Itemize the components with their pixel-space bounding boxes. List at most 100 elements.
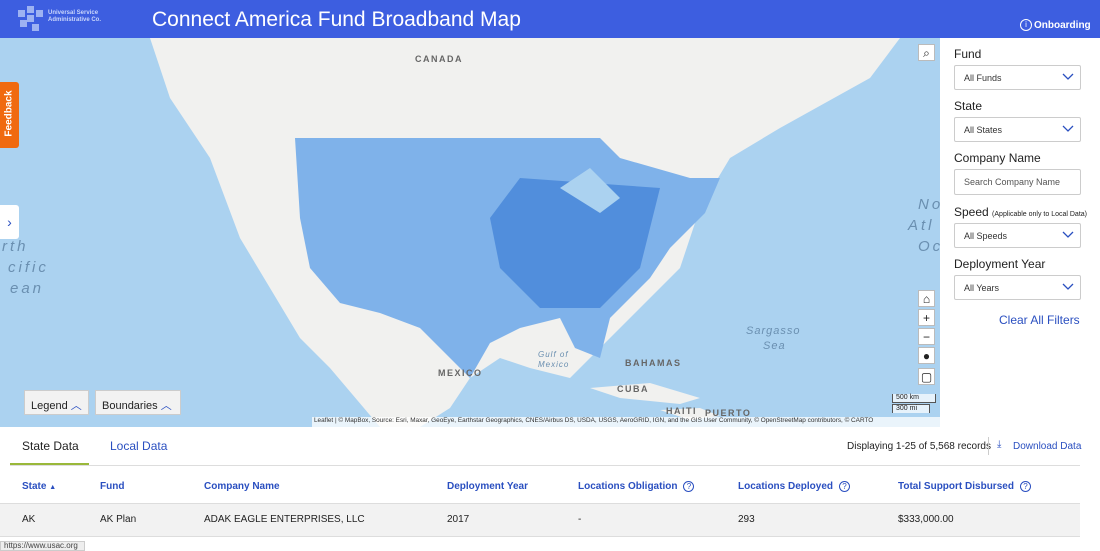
map-label: HAITI (666, 406, 697, 416)
tab[interactable]: State Data (22, 439, 79, 453)
fund-select[interactable]: All Funds (954, 65, 1081, 90)
column-header-text: Deployment Year (447, 481, 528, 492)
ocean-label: Oc (918, 238, 940, 255)
select-value: All Years (964, 283, 1000, 293)
column-header[interactable]: Locations Obligation? (578, 481, 695, 492)
table-cell: ADAK EAGLE ENTERPRISES, LLC (204, 514, 365, 525)
chevron (1062, 283, 1074, 290)
map-shapes (150, 38, 900, 427)
divider (988, 437, 989, 455)
table-cell: - (578, 514, 581, 525)
state-select[interactable]: All States (954, 117, 1081, 142)
sea-label: Sea (763, 340, 786, 352)
feedback-tab[interactable]: Feedback (0, 82, 19, 148)
home-button[interactable]: ⌂ (918, 290, 935, 307)
table-cell-text: 2017 (447, 514, 470, 525)
map-label: CUBA (617, 384, 649, 394)
sea-label: Sargasso (746, 325, 801, 337)
column-header[interactable]: Total Support Disbursed? (898, 481, 1031, 492)
boundaries-label: Boundaries (102, 400, 158, 412)
column-header-text: Company Name (204, 481, 280, 492)
table-cell-text: AK (22, 514, 36, 525)
chevron (1062, 125, 1074, 132)
year-select[interactable]: All Years (954, 275, 1081, 300)
logo-icon (18, 6, 43, 31)
scale-mi: 300 mi (892, 404, 930, 413)
download-link[interactable]: Download Data (1013, 441, 1082, 452)
header: Universal Service Administrative Co. Con… (0, 0, 1100, 38)
scale-km: 500 km (892, 394, 936, 403)
column-header-text: Locations Deployed (738, 481, 834, 492)
column-header-text: Locations Obligation (578, 481, 678, 492)
tab[interactable]: Local Data (110, 439, 168, 453)
ocean-label: No (918, 196, 940, 213)
table-row-bg (0, 503, 1080, 537)
column-header-text: Fund (100, 481, 125, 492)
chevron (1062, 231, 1074, 238)
table-cell-text: ADAK EAGLE ENTERPRISES, LLC (204, 514, 365, 525)
filter-label: Speed (Applicable only to Local Data) (954, 205, 1087, 219)
column-header[interactable]: Company Name (204, 481, 280, 492)
column-header-text: Total Support Disbursed (898, 481, 1014, 492)
ocean-label: rth (2, 238, 29, 255)
input-placeholder: Search Company Name (964, 177, 1061, 187)
column-header[interactable]: Fund (100, 481, 124, 492)
table-cell-text: 293 (738, 514, 755, 525)
app-title: Connect America Fund Broadband Map (152, 8, 521, 31)
status-url: https://www.usac.org (0, 541, 85, 551)
select-value: All States (964, 125, 1003, 135)
boundaries-button[interactable]: Boundaries ︿ (95, 390, 181, 415)
company-input[interactable]: Search Company Name (954, 169, 1081, 195)
legend-button[interactable]: Legend ︿ (24, 390, 89, 415)
info-icon: ? (839, 481, 851, 492)
onboarding-link[interactable]: Onboarding (1034, 20, 1091, 31)
filter-label: Company Name (954, 151, 1041, 165)
label-note: (Applicable only to Local Data) (992, 211, 1087, 218)
speed-select[interactable]: All Speeds (954, 223, 1081, 248)
table-cell-text: $333,000.00 (898, 514, 954, 525)
filter-label: Fund (954, 47, 982, 61)
locate-button[interactable]: ● (918, 347, 935, 364)
info-icon: ? (683, 481, 695, 492)
table-cell: $333,000.00 (898, 514, 954, 525)
column-header[interactable]: Locations Deployed? (738, 481, 851, 492)
select-button[interactable]: ▢ (918, 368, 935, 385)
select-value: All Funds (964, 73, 1002, 83)
info-icon: ? (1019, 481, 1031, 492)
label-text: Speed (954, 205, 989, 219)
tab-underline (10, 463, 89, 465)
table-cell: AK (22, 514, 35, 525)
table-cell-text: AK Plan (100, 514, 137, 525)
column-header[interactable]: State ▲ (22, 481, 56, 492)
attribution: Leaflet | © MapBox, Source: Esri, Maxar,… (312, 417, 940, 427)
clear-filters[interactable]: Clear All Filters (999, 313, 1080, 327)
logo-text: Universal Service Administrative Co. (48, 10, 102, 23)
feedback-label: Feedback (3, 90, 15, 137)
sea-label: Gulf of (538, 350, 569, 359)
sea-label: Mexico (538, 360, 570, 369)
expand-button[interactable]: › (0, 205, 19, 239)
map[interactable]: CANADA rth cific ean No Atl Oc MEXICO Gu… (0, 38, 940, 427)
table-cell: AK Plan (100, 514, 136, 525)
table-cell-text: - (578, 514, 582, 525)
map-label: PUERTO (705, 408, 752, 418)
select-value: All Speeds (964, 231, 1008, 241)
ocean-label: ean (10, 280, 45, 297)
download-icon: ⤓ (997, 439, 1002, 450)
legend-label: Legend (31, 400, 68, 412)
ocean-label: cific (8, 259, 49, 276)
column-header-text: State (22, 481, 47, 492)
map-label: BAHAMAS (625, 358, 682, 368)
record-count: Displaying 1-25 of 5,568 records (847, 441, 991, 452)
column-header[interactable]: Deployment Year (447, 481, 528, 492)
table-cell: 293 (738, 514, 755, 525)
map-label: MEXICO (438, 368, 483, 378)
zoom-out-button[interactable]: − (918, 328, 935, 345)
zoom-in-button[interactable]: + (918, 309, 935, 326)
sort-icon: ▲ (49, 484, 57, 491)
search-button[interactable]: ⌕ (918, 44, 935, 61)
table-cell: 2017 (447, 514, 469, 525)
ocean-label: Atl (908, 217, 935, 234)
